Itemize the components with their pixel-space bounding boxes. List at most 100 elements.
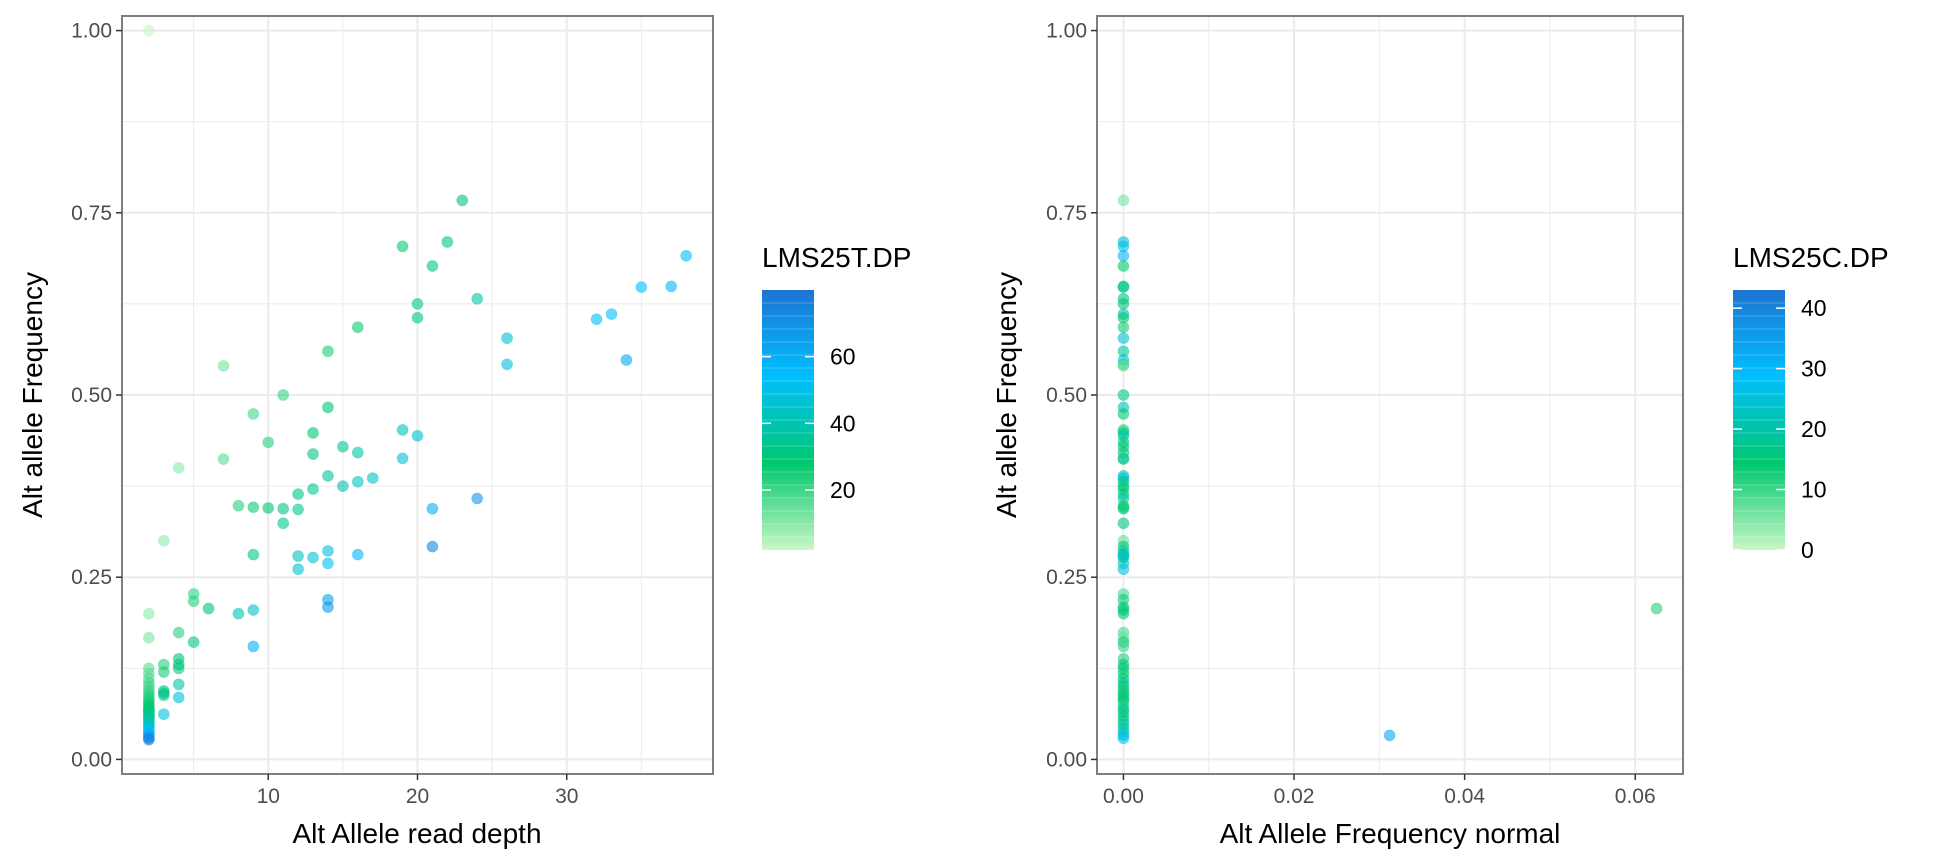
- legend-title: LMS25T.DP: [762, 242, 911, 273]
- data-point: [142, 631, 155, 644]
- data-point: [232, 607, 245, 620]
- data-point: [1117, 408, 1130, 420]
- data-point: [247, 640, 260, 653]
- colorbar-tick-label: 10: [1801, 477, 1827, 503]
- data-point: [396, 240, 409, 253]
- data-point: [217, 359, 230, 372]
- data-point: [172, 678, 185, 691]
- data-point: [232, 499, 245, 512]
- x-tick-label: 0.06: [1615, 785, 1656, 808]
- data-point: [172, 461, 185, 474]
- data-point: [1117, 453, 1130, 466]
- data-point: [1383, 729, 1396, 742]
- y-tick-label: 1.00: [71, 20, 112, 43]
- data-point: [351, 475, 364, 488]
- data-point: [471, 292, 484, 305]
- data-point: [322, 545, 334, 557]
- data-point: [322, 601, 334, 613]
- y-tick-label: 0.25: [1046, 566, 1087, 589]
- data-point: [1117, 332, 1130, 345]
- y-axis-title: Alt allele Frequency: [17, 272, 48, 518]
- data-point: [247, 501, 260, 514]
- data-point: [1117, 732, 1130, 745]
- data-point: [1650, 602, 1663, 615]
- x-tick-label: 0.00: [1103, 785, 1144, 808]
- x-tick-label: 30: [555, 785, 578, 808]
- data-point: [1117, 321, 1130, 334]
- x-axis-title: Alt Allele Frequency normal: [1220, 818, 1561, 849]
- data-point: [441, 236, 454, 248]
- data-point: [292, 550, 305, 562]
- data-point: [202, 602, 215, 615]
- data-point: [217, 453, 230, 466]
- data-point: [351, 548, 364, 561]
- data-point: [157, 708, 170, 721]
- data-point: [1117, 281, 1130, 294]
- y-tick-label: 0.75: [71, 202, 112, 225]
- y-tick-label: 1.00: [1046, 20, 1087, 43]
- data-point: [322, 401, 334, 414]
- y-tick-label: 0.50: [71, 384, 112, 407]
- data-point: [336, 480, 349, 493]
- data-point: [1117, 194, 1130, 207]
- data-point: [277, 517, 290, 530]
- colorbar-tick-label: 60: [830, 344, 856, 370]
- data-point: [396, 452, 409, 465]
- data-point: [322, 557, 334, 570]
- colorbar-tick-label: 40: [830, 410, 856, 436]
- x-tick-label: 0.02: [1274, 785, 1315, 808]
- colorbar: [762, 290, 814, 550]
- data-point: [1117, 297, 1130, 310]
- data-point: [247, 408, 260, 420]
- data-point: [247, 548, 260, 561]
- data-point: [292, 503, 305, 516]
- data-point: [157, 666, 170, 678]
- legend-title: LMS25C.DP: [1733, 242, 1889, 273]
- data-point: [247, 604, 260, 616]
- data-point: [426, 502, 439, 515]
- data-point: [277, 389, 290, 401]
- data-point: [680, 249, 693, 262]
- data-point: [351, 446, 364, 459]
- data-point: [142, 24, 155, 37]
- data-point: [157, 534, 170, 547]
- data-point: [620, 354, 633, 366]
- data-point: [336, 440, 349, 453]
- data-point: [456, 194, 469, 207]
- data-point: [411, 429, 424, 442]
- y-tick-label: 0.00: [71, 748, 112, 771]
- data-point: [172, 691, 185, 704]
- data-point: [262, 502, 275, 514]
- data-point: [1117, 389, 1130, 401]
- colorbar-tick-label: 20: [830, 477, 856, 503]
- y-tick-label: 0.00: [1046, 748, 1087, 771]
- data-point: [307, 483, 319, 495]
- data-point: [426, 540, 439, 553]
- data-point: [1117, 517, 1130, 530]
- colorbar-tick-label: 20: [1801, 416, 1827, 442]
- colorbar: [1733, 290, 1785, 550]
- data-point: [1117, 260, 1130, 272]
- data-point: [292, 563, 305, 576]
- data-point: [307, 448, 319, 460]
- data-point: [292, 488, 305, 501]
- data-point: [605, 308, 618, 321]
- data-point: [1117, 607, 1130, 620]
- data-point: [590, 313, 603, 326]
- colorbar-tick-label: 40: [1801, 295, 1827, 321]
- data-point: [635, 281, 648, 294]
- x-tick-label: 10: [257, 785, 280, 808]
- data-point: [322, 469, 334, 482]
- chart-alt-allele-read-depth: 0.00 0.25 0.50 0.75 1.00 10 20 30 Alt Allele rea…: [17, 15, 911, 849]
- data-point: [351, 321, 364, 334]
- x-tick-label: 0.04: [1444, 785, 1485, 808]
- data-point: [366, 472, 379, 484]
- y-tick-label: 0.50: [1046, 384, 1087, 407]
- data-point: [471, 492, 484, 505]
- data-point: [665, 280, 678, 293]
- data-point: [172, 662, 185, 675]
- data-point: [1117, 359, 1130, 372]
- data-point: [322, 345, 334, 358]
- chart-alt-allele-frequency-normal: 0.00 0.25 0.50 0.75 1.00 0.00 0.02 0.04 0.06 Alt …: [991, 15, 1889, 849]
